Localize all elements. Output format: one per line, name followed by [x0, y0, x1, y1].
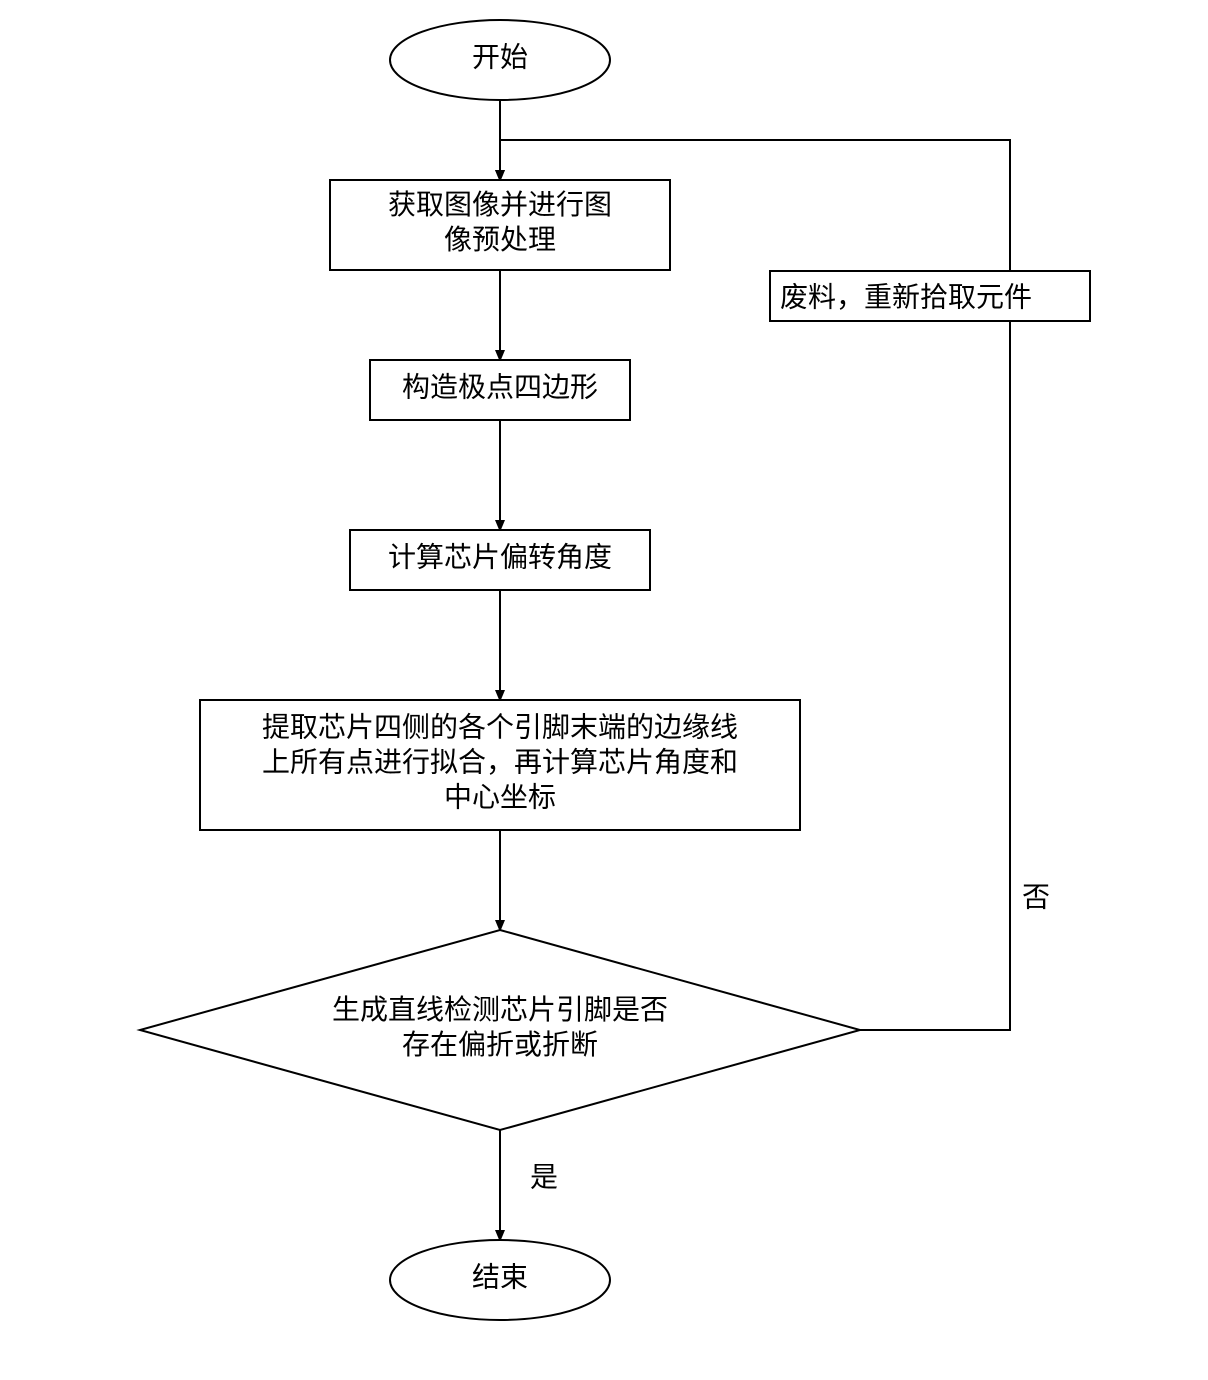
flowchart-svg: 开始获取图像并进行图像预处理构造极点四边形计算芯片偏转角度提取芯片四侧的各个引脚… [0, 0, 1208, 1380]
node-text: 中心坐标 [444, 781, 556, 813]
label-reject: 废料，重新拾取元件 [780, 281, 1032, 313]
node-text: 像预处理 [444, 224, 556, 256]
node-text: 生成直线检测芯片引脚是否 [332, 994, 668, 1026]
node-d1: 生成直线检测芯片引脚是否存在偏折或折断 [140, 930, 860, 1130]
node-text: 构造极点四边形 [402, 371, 598, 403]
node-text: 结束 [472, 1261, 528, 1293]
node-p4: 提取芯片四侧的各个引脚末端的边缘线上所有点进行拟合，再计算芯片角度和中心坐标 [200, 700, 800, 830]
node-text: 计算芯片偏转角度 [388, 541, 612, 573]
node-end: 结束 [390, 1240, 610, 1320]
node-p2: 构造极点四边形 [370, 360, 630, 420]
node-text: 存在偏折或折断 [402, 1029, 598, 1061]
node-text: 提取芯片四侧的各个引脚末端的边缘线 [262, 711, 738, 743]
label-yes: 是 [530, 1162, 558, 1193]
node-text: 上所有点进行拟合，再计算芯片角度和 [262, 746, 738, 778]
node-text: 获取图像并进行图 [388, 189, 612, 221]
label-no: 否 [1022, 882, 1050, 913]
node-text: 开始 [472, 41, 528, 73]
node-p3: 计算芯片偏转角度 [350, 530, 650, 590]
node-start: 开始 [390, 20, 610, 100]
node-p1: 获取图像并进行图像预处理 [330, 180, 670, 270]
